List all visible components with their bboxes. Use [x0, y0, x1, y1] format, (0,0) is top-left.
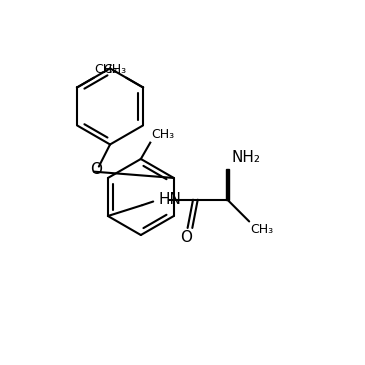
Text: O: O	[90, 162, 102, 177]
Text: O: O	[180, 230, 192, 246]
Text: CH₃: CH₃	[94, 63, 117, 76]
Text: CH₃: CH₃	[250, 223, 273, 236]
Text: CH₃: CH₃	[103, 63, 126, 76]
Text: HN: HN	[159, 192, 181, 207]
Text: NH₂: NH₂	[232, 150, 261, 165]
Text: CH₃: CH₃	[151, 128, 174, 141]
Polygon shape	[226, 169, 229, 200]
